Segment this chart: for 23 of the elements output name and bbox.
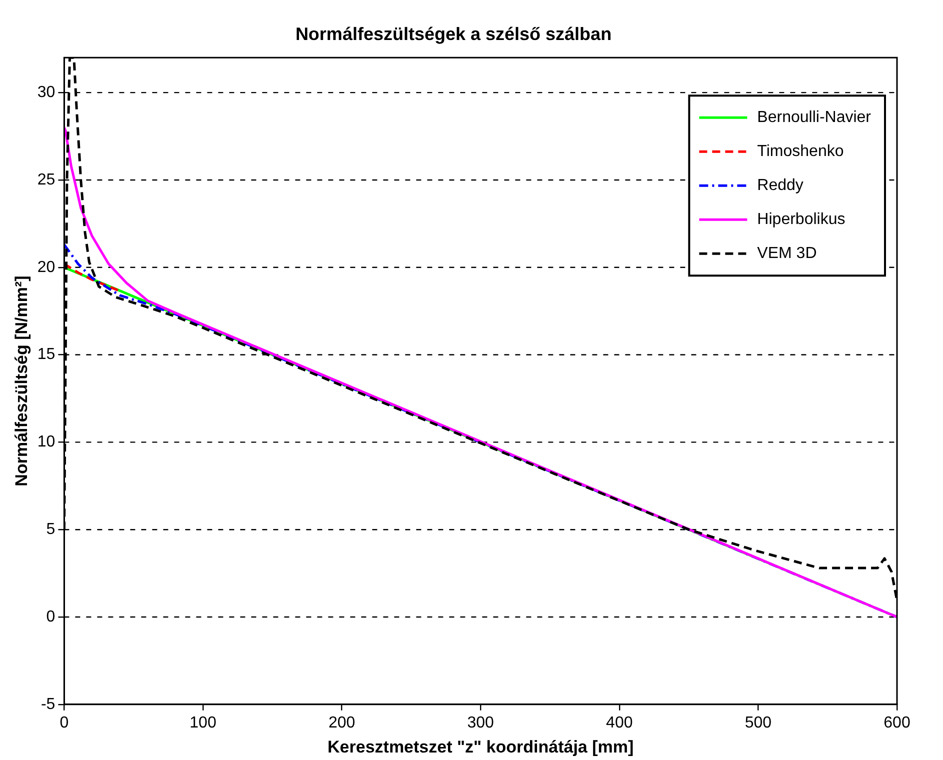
y-tick-label: 15 <box>37 346 56 364</box>
x-tick-label: 100 <box>190 714 216 732</box>
y-tick-label: 30 <box>37 84 56 101</box>
x-axis-title: Keresztmetszet "z" koordinátája [mm] <box>328 737 634 756</box>
y-tick-label: 10 <box>37 434 56 451</box>
chart-title: Normálfeszültségek a szélső szálban <box>295 24 612 44</box>
y-tick-label: -5 <box>40 696 56 713</box>
y-tick-label: 0 <box>46 608 56 626</box>
x-tick-label: 400 <box>606 714 633 732</box>
y-axis-title: Normálfeszültség [N/mm²] <box>12 276 31 486</box>
x-tick-label: 500 <box>744 714 772 732</box>
x-tick-label: 0 <box>60 714 69 732</box>
x-tick-label: 600 <box>884 714 910 732</box>
x-tick-label: 300 <box>467 714 494 732</box>
legend-label: Timoshenko <box>757 143 844 160</box>
y-tick-label: 5 <box>46 520 56 538</box>
legend-label: Reddy <box>757 177 804 194</box>
x-tick-label: 200 <box>328 714 356 732</box>
legend-label: Bernoulli-Navier <box>757 109 872 126</box>
y-tick-label: 20 <box>37 258 56 276</box>
legend-label: VEM 3D <box>757 245 817 262</box>
y-tick-label: 25 <box>37 171 56 188</box>
legend-label: Hiperbolikus <box>757 211 846 228</box>
